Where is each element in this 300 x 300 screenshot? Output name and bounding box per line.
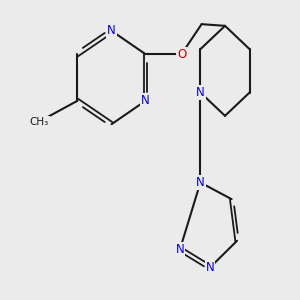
Text: N: N <box>141 94 150 107</box>
Text: O: O <box>177 48 186 61</box>
Text: N: N <box>196 86 205 99</box>
Text: N: N <box>107 24 116 37</box>
Text: N: N <box>176 243 184 256</box>
Text: N: N <box>206 261 214 274</box>
Text: CH₃: CH₃ <box>29 117 49 127</box>
Text: N: N <box>196 176 205 189</box>
